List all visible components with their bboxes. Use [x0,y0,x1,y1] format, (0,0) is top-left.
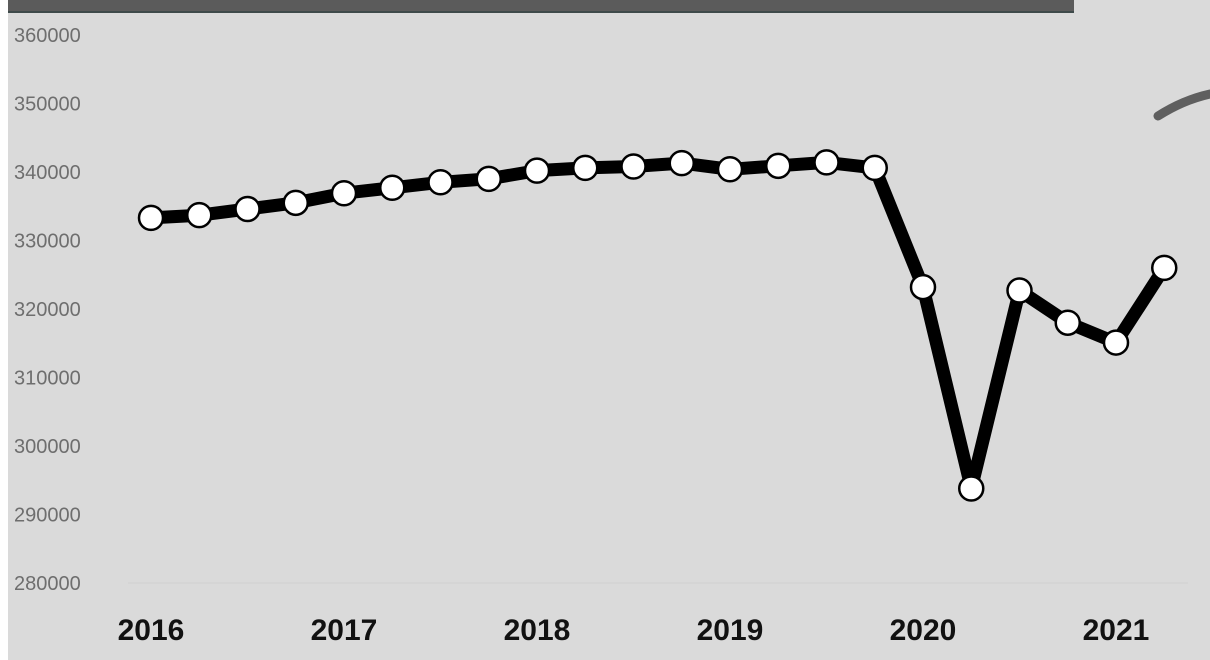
data-points [137,149,1178,502]
x-tick-label: 2019 [697,614,764,647]
data-point [137,204,165,232]
decorative-arc [1153,89,1210,121]
data-point [765,152,792,180]
series-line [150,155,1170,495]
y-tick-label: 350000 [14,94,81,116]
y-tick-label: 300000 [14,436,81,458]
data-point [813,149,840,176]
data-point [330,179,358,207]
y-tick-label: 360000 [14,25,81,47]
data-point [1102,329,1130,356]
data-point [716,156,744,183]
x-tick-label: 2017 [311,614,378,647]
data-point [1054,309,1081,336]
data-point [572,154,599,182]
data-point [234,195,261,223]
data-point [620,153,647,180]
line-chart: 280000 290000 300000 310000 320000 330000 3400… [14,25,1210,647]
y-tick-label: 290000 [14,505,81,527]
data-point [861,154,888,182]
y-tick-label: 310000 [14,368,81,390]
data-point [668,149,695,177]
data-point [958,475,985,502]
chart-panel: 280000 290000 300000 310000 320000 330000 3400… [8,0,1210,660]
y-tick-label: 340000 [14,162,81,184]
x-tick-label: 2018 [504,614,571,647]
top-banner [8,0,1074,13]
y-axis-ticks: 280000 290000 300000 310000 320000 330000 3400… [14,25,81,595]
y-tick-label: 320000 [14,299,81,321]
data-point [427,169,454,196]
y-tick-label: 280000 [14,573,81,595]
data-point [475,165,502,193]
data-point [1006,277,1033,304]
x-axis-ticks: 2016 2017 2018 2019 2020 2021 [118,614,1150,647]
x-tick-label: 2016 [118,614,185,647]
data-point [186,201,213,229]
data-point [523,157,551,184]
y-tick-label: 330000 [14,231,81,253]
x-tick-label: 2020 [890,614,957,647]
data-point [379,174,406,202]
data-point [909,273,937,301]
x-tick-label: 2021 [1083,614,1150,647]
series-line-group [150,155,1170,495]
data-point [282,189,309,217]
data-point [1151,254,1178,282]
